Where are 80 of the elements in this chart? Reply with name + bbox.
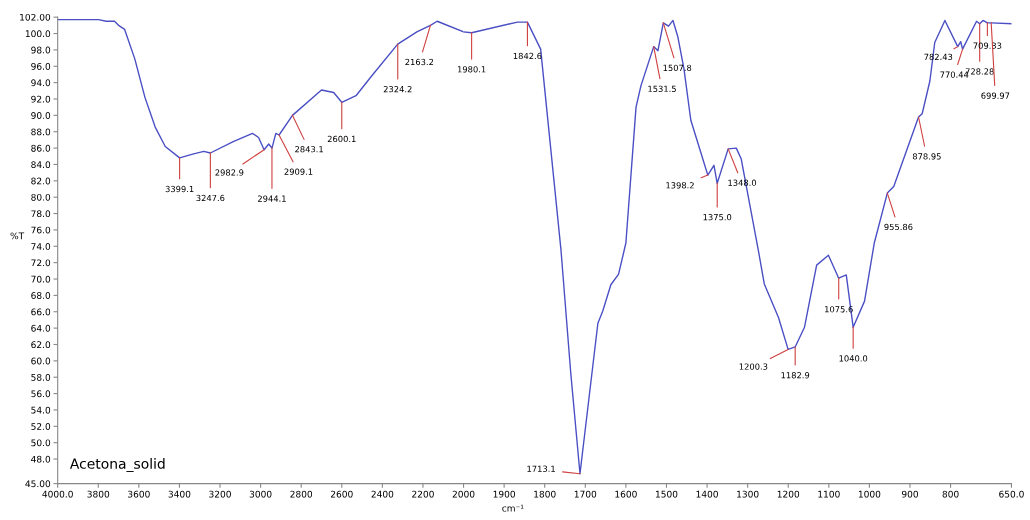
y-tick-label: 98.0	[31, 46, 51, 54]
annotation: 1182.9	[781, 372, 810, 379]
annotation: 2843.1	[295, 146, 323, 153]
y-tick-label: 62.0	[31, 341, 51, 349]
y-tick-label: 96.0	[31, 62, 51, 70]
y-tick-label: 100.0	[25, 30, 51, 38]
x-tick-label: 1700	[574, 490, 597, 498]
annotation: 1040.0	[839, 355, 868, 362]
x-tick-label: 1100	[818, 490, 840, 498]
x-tick-label: 4000.0	[42, 490, 73, 498]
y-tick-label: 86.0	[31, 144, 51, 152]
y-tick-label: 94.0	[31, 79, 51, 87]
y-tick-label: 92.0	[31, 95, 51, 103]
x-tick-label: 2600	[330, 490, 353, 498]
y-tick-label: 58.0	[31, 373, 51, 381]
annotation: 1507.8	[663, 64, 692, 72]
annotation: 878.95	[912, 153, 941, 160]
y-tick-label: 84.0	[31, 161, 51, 169]
y-tick-label: 78.0	[31, 210, 51, 218]
x-tick-label: 650.0	[999, 490, 1024, 498]
annotation: 2163.2	[405, 58, 434, 66]
y-tick-label: 60.0	[31, 357, 51, 365]
y-tick-label: 45.00	[25, 480, 51, 488]
annotation: 2944.1	[257, 195, 286, 202]
annotation: 1200.3	[739, 363, 768, 370]
y-tick-label: 64.0	[31, 324, 51, 332]
annotation: Acetona_solid	[69, 458, 165, 472]
y-tick-label: 66.0	[31, 308, 51, 316]
y-tick-label: 70.0	[31, 275, 51, 283]
y-tick-label: 72.0	[31, 259, 51, 267]
x-tick-label: 2400	[371, 490, 394, 498]
x-tick-label: 1400	[696, 490, 718, 498]
x-tick-label: 3200	[209, 490, 231, 498]
y-tick-label: 102.00	[20, 13, 51, 21]
x-tick-label: 1900	[493, 490, 516, 498]
x-tick-label: 2800	[290, 490, 313, 498]
annotation: 782.43	[924, 53, 953, 61]
y-tick-label: 88.0	[31, 128, 51, 136]
y-tick-label: 80.0	[31, 193, 51, 201]
annotation: 2324.2	[383, 85, 412, 93]
y-tick-label: 50.0	[31, 439, 51, 447]
y-axis-title: %T	[10, 232, 25, 240]
y-tick-label: 56.0	[31, 390, 51, 398]
x-tick-label: 1300	[737, 490, 759, 498]
x-tick-label: 1200	[777, 490, 800, 498]
y-tick-label: 52.0	[31, 423, 51, 430]
x-tick-label: 3400	[168, 490, 191, 498]
y-tick-label: 74.0	[31, 243, 51, 250]
annotation: 2600.1	[327, 135, 356, 143]
x-tick-label: 1500	[655, 490, 678, 498]
y-tick-label: 76.0	[31, 226, 51, 234]
annotation: 1980.1	[457, 66, 486, 73]
annotation: 2982.9	[215, 169, 244, 176]
y-tick-label: 54.0	[31, 406, 51, 414]
annotation: 1375.0	[703, 213, 732, 221]
annotation: 1398.2	[666, 182, 694, 189]
annotation: 1531.5	[648, 85, 676, 92]
x-tick-label: 2200	[412, 490, 434, 498]
x-tick-label: 2000	[452, 490, 475, 498]
x-tick-label: 3000	[249, 490, 272, 498]
y-tick-label: 82.0	[31, 177, 51, 185]
x-tick-label: 3800	[87, 490, 110, 498]
x-tick-label: 900	[901, 490, 919, 498]
annotation: 3247.6	[196, 194, 225, 202]
y-tick-label: 90.0	[31, 112, 51, 119]
annotation: 1348.0	[728, 179, 757, 186]
annotation: 955.86	[884, 223, 913, 231]
annotation: 1713.1	[527, 465, 555, 472]
x-tick-label: 800	[942, 490, 959, 498]
x-tick-label: 1800	[534, 490, 556, 498]
annotation: 2909.1	[284, 168, 313, 175]
y-tick-label: 48.0	[31, 455, 51, 463]
annotation: 1075.6	[825, 306, 853, 313]
annotation: 699.97	[981, 92, 1010, 99]
y-tick-label: 68.0	[31, 292, 51, 299]
x-tick-label: 1000	[858, 490, 881, 498]
x-tick-label: 3600	[128, 490, 150, 498]
x-tick-label: 1600	[615, 490, 637, 498]
annotation: 3399.1	[165, 185, 194, 193]
x-axis-title: cm⁻¹	[502, 504, 524, 512]
